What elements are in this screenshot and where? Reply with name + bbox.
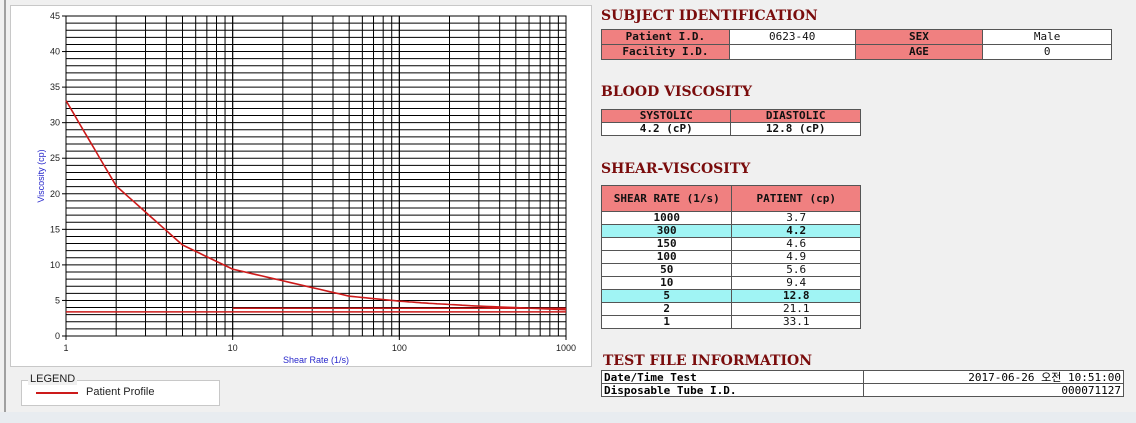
shear-row: 150 4.6 bbox=[600, 237, 861, 251]
shear-rate-cell: 1000 bbox=[600, 211, 733, 225]
shear-row: 50 5.6 bbox=[600, 263, 861, 277]
shear-rate-cell: 10 bbox=[600, 276, 733, 290]
y-tick-label: 40 bbox=[50, 47, 60, 57]
shear-viscosity-title: SHEAR-VISCOSITY bbox=[601, 161, 751, 177]
y-tick-label: 15 bbox=[50, 224, 60, 234]
shear-rate-cell: 150 bbox=[600, 237, 733, 251]
patient-value-cell: 21.1 bbox=[731, 302, 861, 316]
shear-row: 1 33.1 bbox=[600, 315, 861, 329]
patient-value-cell: 3.7 bbox=[731, 211, 861, 225]
shear-row: 5 12.8 bbox=[600, 289, 861, 303]
patient-value-cell: 4.6 bbox=[731, 237, 861, 251]
x-tick-label: 1000 bbox=[556, 343, 576, 353]
patient-value-cell: 5.6 bbox=[731, 263, 861, 277]
status-strip bbox=[0, 412, 1136, 423]
patient-value-cell: 9.4 bbox=[731, 276, 861, 290]
chart-panel: 0 5 10 15 20 25 30 35 40 45 1 10 100 1000 Shear Rate (… bbox=[10, 5, 592, 367]
test-file-table: Date/Time Test 2017-06-26 오전 10:51:00 Di… bbox=[601, 370, 1124, 397]
shear-row: 2 21.1 bbox=[600, 302, 861, 316]
y-tick-label: 20 bbox=[50, 189, 60, 199]
y-tick-label: 25 bbox=[50, 153, 60, 163]
legend-label: Patient Profile bbox=[86, 386, 155, 398]
age-label: AGE bbox=[854, 44, 984, 60]
patient-id-value: 0623-40 bbox=[728, 29, 856, 45]
legend-title: LEGEND bbox=[28, 373, 78, 385]
patient-value-cell: 33.1 bbox=[731, 315, 861, 329]
shear-row: 10 9.4 bbox=[600, 276, 861, 290]
patient-value-cell: 12.8 bbox=[731, 289, 861, 303]
facility-id-label: Facility I.D. bbox=[601, 44, 730, 60]
x-axis-label: Shear Rate (1/s) bbox=[283, 355, 349, 365]
y-tick-label: 45 bbox=[50, 11, 60, 21]
sex-label: SEX bbox=[854, 29, 984, 45]
shear-rate-cell: 300 bbox=[600, 224, 733, 238]
y-axis-label: Viscosity (cp) bbox=[36, 149, 46, 202]
diastolic-label: DIASTOLIC bbox=[730, 109, 861, 123]
datetime-label: Date/Time Test bbox=[601, 370, 864, 384]
y-tick-label: 0 bbox=[55, 331, 60, 341]
tube-id-label: Disposable Tube I.D. bbox=[601, 383, 864, 397]
facility-id-value bbox=[728, 44, 856, 60]
x-tick-label: 10 bbox=[228, 343, 238, 353]
y-tick-label: 35 bbox=[50, 82, 60, 92]
shear-rate-cell: 50 bbox=[600, 263, 733, 277]
test-file-title: TEST FILE INFORMATION bbox=[603, 353, 813, 369]
tube-id-value: 000071127 bbox=[862, 383, 1124, 397]
age-value: 0 bbox=[982, 44, 1112, 60]
shear-viscosity-table: SHEAR RATE (1/s) PATIENT (cp) 1000 3.7 300… bbox=[600, 185, 861, 329]
shear-rate-header: SHEAR RATE (1/s) bbox=[600, 185, 733, 212]
y-tick-label: 5 bbox=[55, 295, 60, 305]
subject-table: Patient I.D. 0623-40 SEX Male Facility I… bbox=[601, 29, 1112, 60]
subject-title: SUBJECT IDENTIFICATION bbox=[601, 8, 818, 24]
blood-viscosity-table: SYSTOLIC DIASTOLIC 4.2 (cP) 12.8 (cP) bbox=[600, 109, 861, 136]
blood-viscosity-title: BLOOD VISCOSITY bbox=[601, 84, 753, 100]
patient-value-cell: 4.9 bbox=[731, 250, 861, 264]
datetime-value: 2017-06-26 오전 10:51:00 bbox=[862, 370, 1124, 384]
patient-id-label: Patient I.D. bbox=[601, 29, 730, 45]
diastolic-value: 12.8 (cP) bbox=[730, 122, 861, 136]
shear-row: 100 4.9 bbox=[600, 250, 861, 264]
patient-header: PATIENT (cp) bbox=[731, 185, 861, 212]
shear-row: 1000 3.7 bbox=[600, 211, 861, 225]
y-tick-label: 10 bbox=[50, 260, 60, 270]
shear-rate-cell: 2 bbox=[600, 302, 733, 316]
shear-rate-cell: 5 bbox=[600, 289, 733, 303]
patient-profile-curve bbox=[65, 100, 567, 311]
shear-rate-cell: 1 bbox=[600, 315, 733, 329]
shear-row: 300 4.2 bbox=[600, 224, 861, 238]
x-tick-label: 1 bbox=[63, 343, 68, 353]
x-tick-label: 100 bbox=[392, 343, 407, 353]
viscosity-chart: 0 5 10 15 20 25 30 35 40 45 1 10 100 1000 Shear Rate (… bbox=[36, 11, 576, 365]
systolic-label: SYSTOLIC bbox=[600, 109, 732, 123]
legend-swatch bbox=[36, 392, 78, 394]
shear-rate-cell: 100 bbox=[600, 250, 733, 264]
plot-area bbox=[65, 15, 567, 337]
y-tick-label: 30 bbox=[50, 118, 60, 128]
patient-value-cell: 4.2 bbox=[731, 224, 861, 238]
systolic-value: 4.2 (cP) bbox=[600, 122, 732, 136]
sex-value: Male bbox=[982, 29, 1112, 45]
left-divider bbox=[4, 0, 6, 412]
